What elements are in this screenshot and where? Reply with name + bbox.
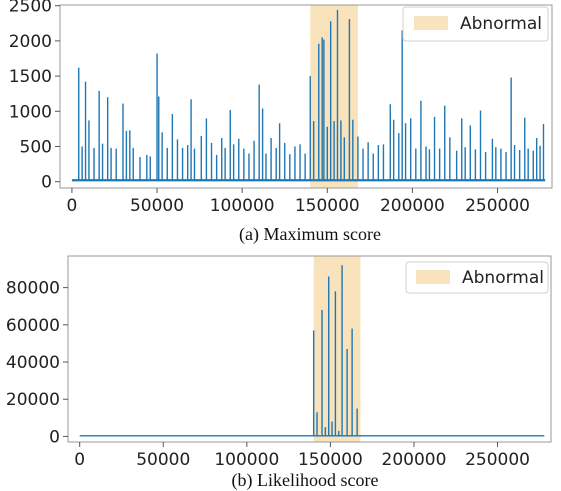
legend-swatch	[414, 16, 448, 30]
x-tick-label: 250000	[465, 450, 530, 470]
legend-box	[405, 261, 549, 294]
y-tick-label: 1500	[9, 67, 52, 87]
x-tick-label: 200000	[380, 196, 445, 216]
y-tick-label: 60000	[6, 316, 60, 336]
legend-label: Abnormal	[462, 268, 544, 288]
panel-likelihood-score: 0 50000 100000 150000 200000 250000 0 20000 4000…	[6, 255, 552, 491]
x-tick-label: 0	[67, 196, 78, 216]
legend-box	[402, 6, 549, 42]
y-tick-label: 80000	[6, 279, 60, 299]
abnormal-region	[313, 256, 361, 442]
y-tick-label: 2000	[9, 32, 52, 52]
y-tick-label: 0	[49, 427, 60, 447]
legend: Abnormal	[402, 6, 549, 42]
x-tick-label: 250000	[465, 196, 530, 216]
x-tick-label: 0	[74, 450, 85, 470]
legend-label: Abnormal	[460, 14, 542, 34]
panel-maximum-score: 0 50000 100000 150000 200000 250000 0 500 1000 15…	[9, 0, 553, 245]
x-tick-label: 50000	[130, 196, 184, 216]
legend: Abnormal	[405, 261, 549, 294]
caption: (a) Maximum score	[239, 224, 381, 245]
x-tick-label: 150000	[298, 450, 363, 470]
y-tick-label: 0	[41, 173, 52, 193]
y-tick-label: 20000	[6, 390, 60, 410]
x-tick-label: 150000	[295, 196, 360, 216]
x-tick-label: 200000	[382, 450, 447, 470]
x-tick-label: 100000	[210, 196, 275, 216]
legend-swatch	[416, 270, 450, 284]
x-tick-label: 100000	[214, 450, 279, 470]
x-tick-label: 50000	[136, 450, 190, 470]
y-tick-label: 1000	[9, 102, 52, 122]
y-tick-label: 2500	[9, 0, 52, 17]
y-tick-label: 40000	[6, 353, 60, 373]
y-tick-label: 500	[20, 137, 52, 157]
caption: (b) Likelihood score	[232, 470, 379, 491]
